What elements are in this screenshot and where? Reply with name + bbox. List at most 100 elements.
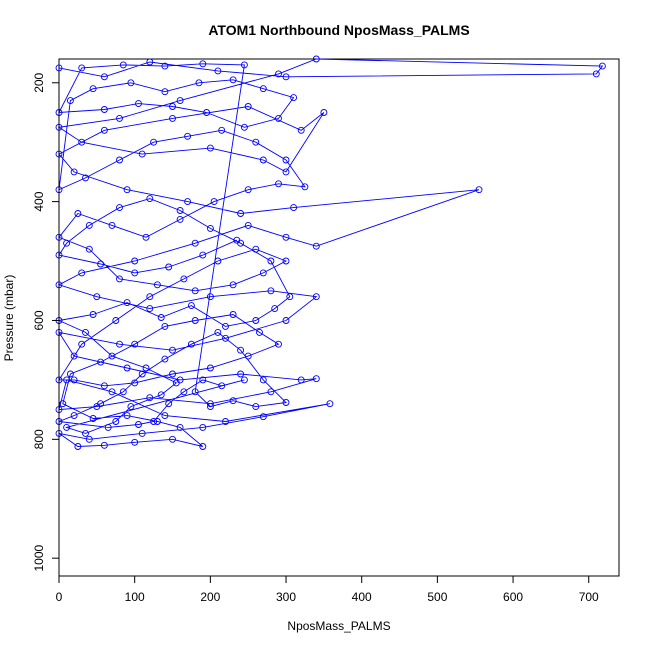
data-point bbox=[191, 388, 199, 396]
data-point bbox=[312, 55, 320, 63]
data-point bbox=[180, 388, 188, 396]
data-point bbox=[89, 415, 97, 422]
data-point bbox=[244, 221, 252, 229]
data-point bbox=[100, 441, 108, 449]
data-point bbox=[191, 287, 199, 295]
data-point bbox=[275, 180, 282, 188]
data-point bbox=[123, 412, 131, 420]
data-point bbox=[206, 400, 214, 408]
data-point bbox=[131, 438, 139, 446]
data-point bbox=[176, 207, 184, 214]
data-point bbox=[259, 156, 267, 164]
data-point bbox=[157, 314, 165, 321]
data-point bbox=[161, 88, 169, 96]
data-point bbox=[271, 305, 279, 313]
y-axis-label: Pressure (mbar) bbox=[2, 275, 16, 362]
data-point bbox=[146, 394, 154, 402]
data-point bbox=[146, 58, 154, 66]
x-tick-label: 100 bbox=[125, 590, 145, 604]
data-point bbox=[100, 73, 108, 81]
data-point bbox=[222, 418, 229, 425]
data-point bbox=[138, 370, 146, 378]
data-point bbox=[195, 79, 203, 87]
data-point bbox=[123, 299, 131, 307]
x-tick-label: 400 bbox=[352, 590, 372, 604]
data-point bbox=[259, 413, 267, 421]
series-line bbox=[57, 58, 604, 447]
data-point bbox=[240, 376, 248, 384]
data-point bbox=[116, 204, 123, 212]
data-point bbox=[89, 85, 97, 93]
data-point bbox=[282, 317, 290, 324]
data-point bbox=[184, 132, 192, 140]
data-point bbox=[176, 423, 184, 431]
data-point bbox=[203, 109, 211, 116]
data-point bbox=[74, 210, 82, 217]
data-point bbox=[206, 364, 214, 372]
data-point bbox=[229, 311, 237, 318]
data-point bbox=[244, 186, 252, 194]
data-point bbox=[282, 399, 290, 406]
data-point bbox=[176, 215, 184, 223]
data-point bbox=[116, 114, 123, 122]
y-tick-label: 600 bbox=[32, 310, 46, 330]
data-point bbox=[82, 429, 89, 437]
data-point bbox=[108, 221, 116, 229]
data-point bbox=[282, 156, 290, 164]
data-point bbox=[252, 317, 260, 324]
data-point bbox=[157, 391, 165, 399]
data-point bbox=[161, 322, 169, 330]
data-point bbox=[165, 263, 173, 271]
x-tick-label: 200 bbox=[200, 590, 220, 604]
data-point bbox=[165, 400, 173, 408]
data-point bbox=[237, 346, 245, 354]
data-point bbox=[78, 269, 86, 277]
data-point bbox=[135, 100, 142, 108]
data-point bbox=[63, 376, 71, 384]
data-point bbox=[150, 418, 158, 425]
x-tick-label: 300 bbox=[276, 590, 296, 604]
data-point bbox=[66, 97, 74, 105]
data-point bbox=[286, 293, 294, 301]
data-point bbox=[85, 221, 93, 229]
x-tick-label: 700 bbox=[579, 590, 599, 604]
data-point bbox=[592, 70, 600, 78]
data-point bbox=[199, 423, 207, 431]
data-point bbox=[222, 322, 229, 330]
data-point bbox=[252, 138, 260, 146]
data-point bbox=[240, 123, 248, 131]
data-point bbox=[222, 334, 229, 342]
data-point bbox=[598, 62, 606, 70]
data-point bbox=[297, 376, 305, 384]
data-point bbox=[169, 346, 176, 354]
y-axis: 200 400 600 800 1000 bbox=[32, 72, 60, 572]
data-point bbox=[244, 352, 252, 360]
data-point bbox=[199, 251, 207, 259]
data-point bbox=[78, 64, 86, 72]
data-point bbox=[70, 352, 78, 360]
data-point bbox=[66, 370, 74, 378]
data-point bbox=[244, 103, 252, 110]
data-point bbox=[169, 370, 176, 378]
data-point bbox=[93, 293, 101, 301]
series-points bbox=[55, 55, 606, 450]
data-point bbox=[127, 403, 135, 411]
data-point bbox=[119, 61, 127, 69]
data-point bbox=[97, 358, 105, 366]
data-point bbox=[146, 305, 154, 313]
data-point bbox=[206, 144, 214, 152]
y-tick-label: 400 bbox=[32, 191, 46, 211]
data-point bbox=[172, 379, 180, 387]
data-point bbox=[199, 60, 207, 68]
data-point bbox=[138, 150, 146, 158]
data-point bbox=[184, 198, 192, 206]
data-point bbox=[89, 311, 97, 318]
data-point bbox=[70, 168, 78, 176]
data-point bbox=[199, 376, 207, 384]
data-point bbox=[146, 293, 154, 301]
data-point bbox=[104, 423, 112, 431]
data-point bbox=[237, 370, 245, 378]
data-point bbox=[240, 61, 248, 69]
data-point bbox=[312, 293, 320, 301]
